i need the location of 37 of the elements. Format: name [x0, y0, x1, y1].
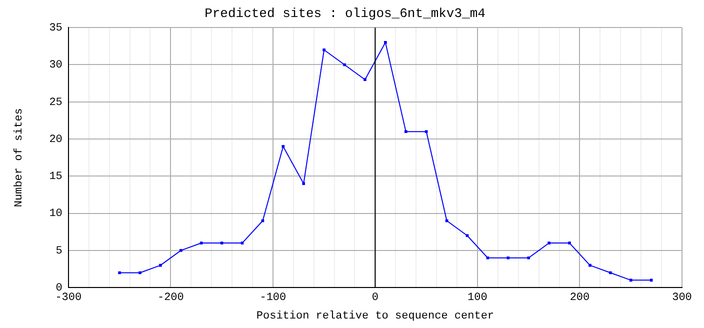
point — [609, 271, 612, 274]
y-tick-label: 0 — [56, 282, 62, 295]
x-tick-label: -200 — [157, 292, 184, 304]
point — [486, 256, 490, 260]
point — [506, 256, 510, 260]
point — [220, 242, 224, 244]
x-tick-label: 0 — [372, 292, 379, 304]
y-axis-title: Number of sites — [14, 108, 26, 208]
point — [588, 264, 592, 267]
point — [343, 63, 346, 66]
point — [138, 271, 142, 274]
point — [240, 242, 244, 244]
x-tick-label: 200 — [570, 292, 590, 304]
point — [159, 264, 162, 267]
point — [118, 271, 121, 274]
y-tick-label: 35 — [49, 22, 62, 35]
point — [466, 234, 469, 238]
x-tick-label: 300 — [672, 292, 692, 304]
point — [629, 278, 632, 282]
x-tick-label: 100 — [468, 292, 488, 304]
y-tick-label: 10 — [49, 208, 62, 220]
point — [282, 145, 285, 148]
y-tick-label: 25 — [49, 96, 62, 109]
y-tick-label: 20 — [49, 134, 62, 146]
point — [302, 182, 306, 186]
point — [527, 256, 530, 260]
y-tick-label: 30 — [49, 60, 62, 72]
x-tick-label: -100 — [260, 292, 286, 304]
point — [179, 249, 182, 252]
chart-title: Predicted sites : oligos_6nt_mkv3_m4 — [204, 6, 486, 22]
point — [424, 130, 428, 134]
x-tick-label: -300 — [55, 292, 82, 304]
point — [404, 130, 408, 134]
point — [200, 242, 203, 244]
y-tick-label: 15 — [49, 171, 62, 184]
y-tick-label: 5 — [56, 245, 62, 258]
x-axis-title: Position relative to sequence center — [256, 310, 494, 322]
